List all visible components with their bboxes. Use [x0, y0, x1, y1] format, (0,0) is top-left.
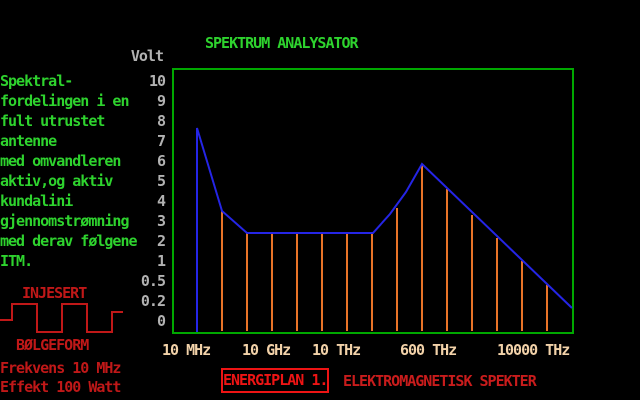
x-tick-label: 10 MHz	[162, 341, 211, 359]
x-tick-label: 10000 THz	[497, 341, 570, 359]
description-line: med derav følgene	[0, 232, 138, 250]
section-label: ELEKTROMAGNETISK SPEKTER	[343, 372, 537, 390]
y-tick-label: 5	[156, 172, 166, 190]
x-tick-label: 600 THz	[400, 341, 457, 359]
power-readout: Effekt 100 Watt	[0, 378, 121, 396]
spectrum-curve	[196, 127, 573, 332]
description-line: med omvandleren	[0, 152, 121, 170]
description-line: fult utrustet	[0, 112, 105, 130]
y-tick-label: 6	[156, 152, 166, 170]
description-line: antenne	[0, 132, 57, 150]
page-title: SPEKTRUM ANALYSATOR	[205, 34, 359, 52]
description-line: kundalini	[0, 192, 73, 210]
waveform-caption: BØLGEFORM	[16, 336, 89, 354]
y-tick-label: 0	[156, 312, 166, 330]
y-tick-label: 1	[156, 252, 166, 270]
program-label: ENERGIPLAN 1.	[223, 371, 328, 389]
x-tick-label: 10 GHz	[242, 341, 291, 359]
program-label-box: ENERGIPLAN 1.	[221, 368, 329, 393]
y-tick-label: 2	[156, 232, 166, 250]
y-tick-label: 7	[156, 132, 166, 150]
description-panel: Spektral-fordelingen i en fult utrustet an…	[0, 71, 138, 271]
y-tick-label: 8	[156, 112, 166, 130]
x-tick-label: 10 THz	[312, 341, 361, 359]
description-line: Spektral-	[0, 72, 73, 90]
frequency-readout: Frekvens 10 MHz	[0, 359, 121, 377]
square-wave-graphic	[0, 303, 123, 333]
injected-heading: INJESERT	[22, 284, 87, 302]
y-tick-label: 0.5	[140, 272, 166, 290]
description-line: gjennomstrømning	[0, 212, 129, 230]
y-axis-unit-label: Volt	[130, 47, 164, 65]
description-line: ITM.	[0, 252, 33, 270]
description-line: aktiv,og aktiv	[0, 172, 113, 190]
y-tick-label: 4	[156, 192, 166, 210]
chart-frame	[172, 68, 574, 334]
y-tick-label: 10	[148, 72, 166, 90]
y-tick-label: 3	[156, 212, 166, 230]
description-line: fordelingen i en	[0, 92, 129, 110]
y-tick-label: 0.2	[140, 292, 166, 310]
y-tick-label: 9	[156, 92, 166, 110]
